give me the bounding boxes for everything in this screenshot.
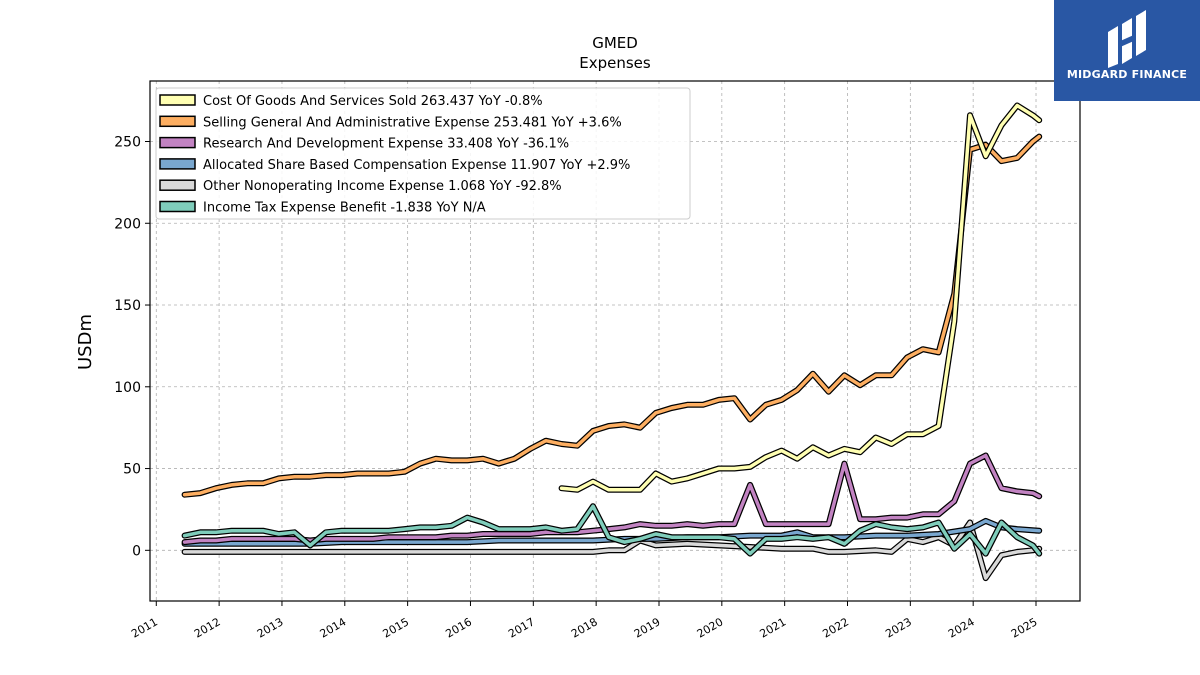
legend-label: Other Nonoperating Income Expense 1.068 … [203,179,562,194]
legend-item[interactable]: Other Nonoperating Income Expense 1.068 … [159,179,562,194]
y-tick-label: 100 [114,380,141,396]
x-tick-label: 2020 [695,615,726,640]
legend-item[interactable]: Cost Of Goods And Services Sold 263.437 … [159,94,543,109]
chart-subtitle: Expenses [579,54,651,72]
x-tick-label: 2013 [255,615,286,640]
series-line [182,504,1041,556]
x-tick-label: 2015 [381,615,412,640]
legend-label: Income Tax Expense Benefit -1.838 YoY N/… [203,201,486,216]
y-tick-label: 50 [123,462,141,478]
y-axis-label: USDm [75,314,96,370]
legend-swatch [159,158,196,170]
legend-label: Research And Development Expense 33.408 … [203,137,569,152]
x-tick-label: 2024 [946,615,977,640]
series-line [182,134,1041,497]
series-allocated-share-based-compensation-expense [181,517,1043,547]
x-tick-label: 2011 [129,615,160,640]
legend-swatch [159,136,196,149]
series-research-and-development-expense [181,452,1043,546]
legend[interactable]: Cost Of Goods And Services Sold 263.437 … [155,87,691,220]
x-tick-label: 2014 [318,615,349,640]
chart-title: GMED [592,34,638,52]
x-tick-label: 2017 [506,615,537,640]
x-tick-label: 2019 [632,615,663,640]
legend-item[interactable]: Income Tax Expense Benefit -1.838 YoY N/… [159,200,486,216]
x-tick-label: 2021 [758,615,789,640]
y-tick-label: 150 [114,298,141,314]
series-line [182,519,1041,546]
series-income-tax-expense-benefit [181,503,1043,557]
legend-item[interactable]: Research And Development Expense 33.408 … [159,136,569,152]
plot-area-frame [149,80,1081,602]
brand-name: MIDGARD FINANCE [1066,68,1188,81]
legend-label: Allocated Share Based Compensation Expen… [203,158,630,173]
x-tick-label: 2016 [443,615,474,640]
y-tick-label: 200 [114,216,141,232]
brand-logo: MIDGARD FINANCE [1054,0,1200,101]
series-cost-of-goods-and-services-sold [558,102,1043,493]
series-line [559,103,1041,492]
legend-item[interactable]: Allocated Share Based Compensation Expen… [159,158,630,173]
legend-box [155,87,691,220]
x-tick-label: 2022 [820,615,851,640]
x-tick-label: 2012 [192,615,223,640]
legend-label: Cost Of Goods And Services Sold 263.437 … [203,94,543,109]
legend-swatch [159,115,196,128]
legend-swatch [159,200,196,213]
legend-swatch [159,179,196,191]
legend-label: Selling General And Administrative Expen… [203,115,622,130]
y-tick-label: 0 [132,543,141,559]
x-tick-label: 2018 [569,615,600,640]
y-tick-label: 250 [114,135,141,151]
series-lines [181,102,1043,582]
x-tick-label: 2023 [883,615,914,640]
x-tick-label: 2025 [1009,615,1040,640]
legend-item[interactable]: Selling General And Administrative Expen… [159,115,622,130]
series-selling-general-and-administrative-expense [181,133,1043,498]
brand-mark-icon [1108,10,1146,68]
series-line [182,453,1041,544]
legend-swatch [159,94,196,106]
